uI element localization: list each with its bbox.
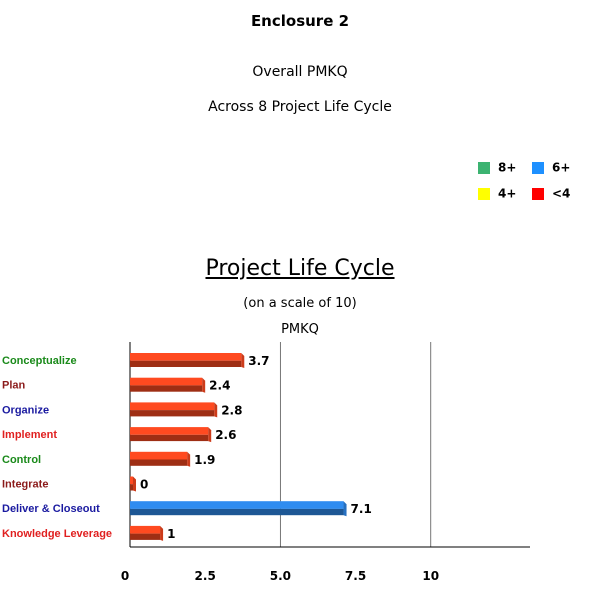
- category-label: Plan: [2, 380, 26, 392]
- bar: [130, 501, 344, 509]
- value-label: 1.9: [194, 453, 215, 467]
- legend-swatch-red: [532, 187, 544, 200]
- x-tick-label: 5.0: [270, 569, 291, 583]
- legend-label: 8+: [498, 160, 517, 175]
- category-label: Organize: [2, 404, 49, 416]
- legend-swatch-green: [478, 161, 490, 174]
- bar-end-cap: [241, 353, 245, 368]
- chart-title: Project Life Cycle: [205, 256, 395, 281]
- value-label: 2.6: [215, 428, 236, 442]
- bar: [130, 427, 209, 435]
- legend-label: <4: [552, 186, 571, 201]
- bar-end-cap: [187, 451, 191, 467]
- bar: [130, 377, 203, 386]
- category-label: Deliver & Closeout: [2, 503, 100, 515]
- bar-shadow: [130, 434, 209, 442]
- chart-subtitle: (on a scale of 10): [243, 296, 357, 311]
- legend-label: 4+: [498, 186, 517, 201]
- x-tick-label: 2.5: [195, 569, 216, 583]
- x-tick-label: 0: [121, 569, 129, 583]
- bar: [130, 353, 242, 361]
- legend-swatch-yellow: [478, 187, 490, 200]
- bar-end-cap: [133, 476, 136, 492]
- legend-swatch-blue: [532, 161, 544, 174]
- value-label: 7.1: [351, 502, 372, 516]
- category-label: Conceptualize: [2, 355, 77, 367]
- bar: [130, 402, 215, 411]
- legend-item-8plus: 8+: [478, 160, 516, 175]
- bar-end-cap: [343, 501, 347, 517]
- bar-shadow: [130, 484, 133, 491]
- bar-end-cap: [208, 427, 212, 443]
- bar-shadow: [130, 385, 203, 392]
- lifecycle-subtitle: Across 8 Project Life Cycle: [208, 99, 392, 115]
- bar-shadow: [130, 533, 161, 540]
- bar-shadow: [130, 508, 344, 516]
- bar-shadow: [130, 459, 188, 466]
- value-label: 2.8: [221, 403, 242, 417]
- bar-shadow: [130, 410, 215, 417]
- category-label: Implement: [2, 429, 57, 441]
- overall-subtitle: Overall PMKQ: [252, 64, 348, 80]
- legend-item-4plus: 4+: [478, 186, 516, 201]
- value-label: 0: [140, 478, 148, 492]
- bar-end-cap: [214, 402, 218, 418]
- legend-item-6plus: 6+: [532, 160, 570, 175]
- category-label: Control: [2, 454, 41, 466]
- legend-label: 6+: [552, 160, 571, 175]
- bar-end-cap: [160, 525, 164, 541]
- category-label: Knowledge Leverage: [2, 528, 112, 540]
- value-label: 3.7: [248, 354, 269, 368]
- chart-measure-label: PMKQ: [281, 322, 319, 337]
- bar-shadow: [130, 360, 242, 367]
- legend-item-under4: <4: [532, 186, 570, 201]
- value-label: 1: [167, 527, 175, 541]
- bar-end-cap: [202, 377, 206, 393]
- bar: [130, 476, 133, 485]
- value-label: 2.4: [209, 379, 230, 393]
- enclosure-heading: Enclosure 2: [250, 12, 350, 30]
- category-label: Integrate: [2, 479, 48, 491]
- bar: [130, 451, 188, 460]
- bar: [130, 525, 161, 534]
- x-tick-label: 7.5: [345, 569, 366, 583]
- x-tick-label: 10: [422, 569, 439, 583]
